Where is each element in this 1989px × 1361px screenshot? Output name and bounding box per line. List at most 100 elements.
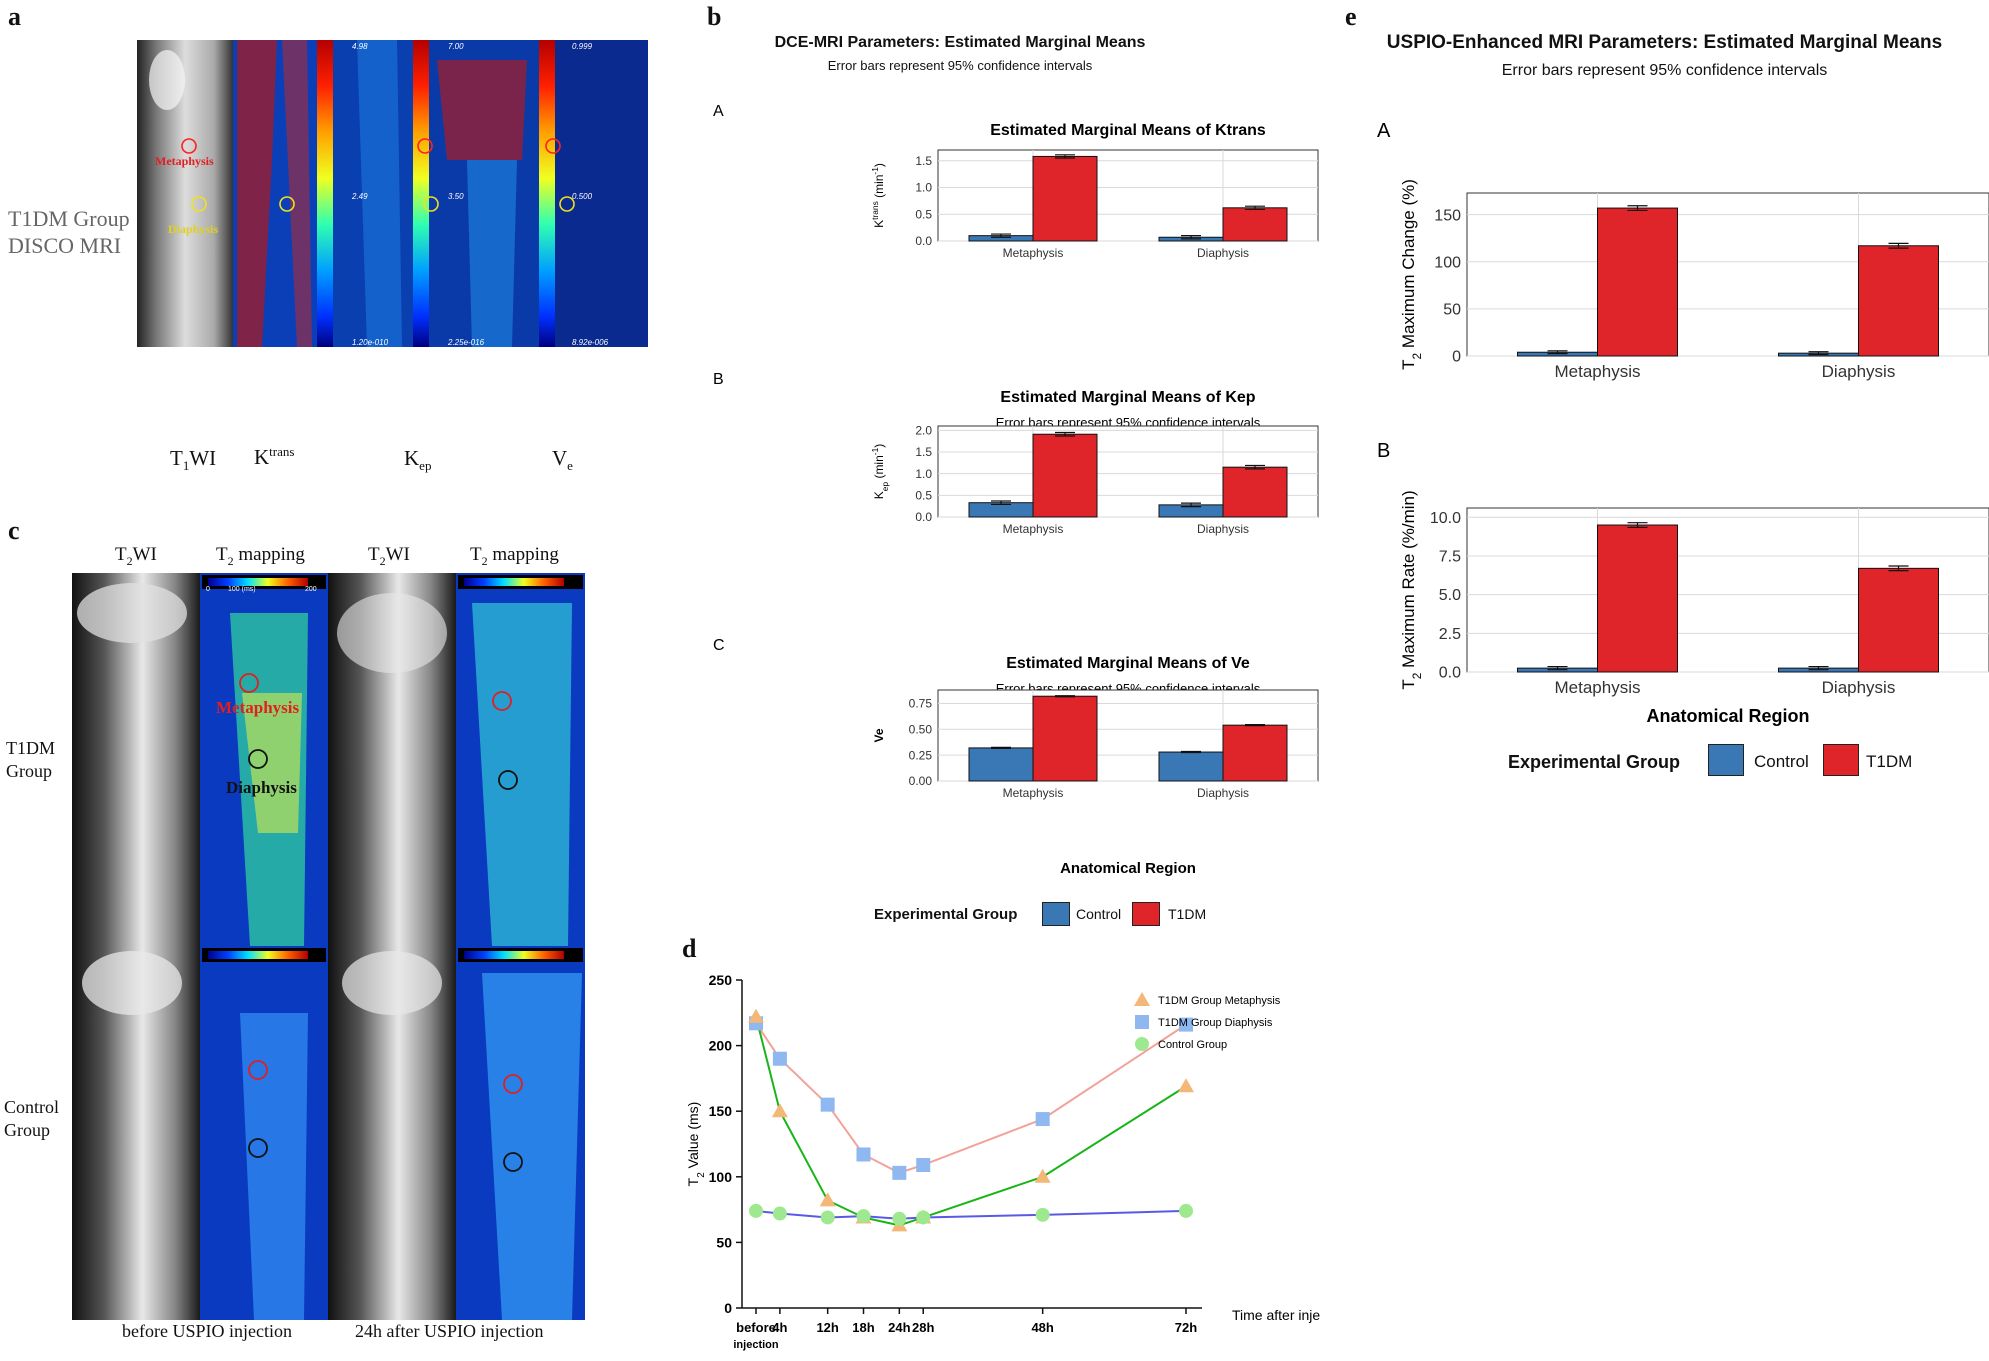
bar-t1dm-metaphysis [1032, 433, 1098, 518]
roi-metaphysis-label: Metaphysis [155, 154, 214, 168]
error-bar [1627, 522, 1648, 528]
panel-b-subtitle: Error bars represent 95% confidence inte… [827, 58, 1093, 73]
x-tick-label: Metaphysis [1555, 678, 1641, 697]
x-axis-label: Time after injection [1232, 1307, 1320, 1323]
bar-t1dm-metaphysis [1032, 155, 1098, 242]
error-bar [1888, 565, 1909, 572]
legend-t1dm-label: T1DM [1168, 906, 1207, 922]
error-bar [991, 500, 1011, 506]
panel-c-mri-grid [72, 573, 585, 1320]
panel-letter-b-B: B [713, 371, 724, 388]
row-label-t1dm: T1DM Group [6, 738, 55, 781]
bar-t1dm-diaphysis [1858, 245, 1939, 357]
y-tick-label: 250 [709, 972, 733, 988]
error-bar [1181, 502, 1201, 508]
x-axis-title: Anatomical Region [1060, 860, 1196, 877]
x-tick-label: Metaphysis [1003, 522, 1064, 536]
caption-t1wi: T1WI [170, 446, 217, 474]
chart-title-b-C: Estimated Marginal Means of Ve [1006, 655, 1250, 672]
y-tick-label: 150 [709, 1103, 733, 1119]
legend-item: T1DM Group Diaphysis [1135, 1015, 1273, 1029]
svg-text:T1DM Group Diaphysis: T1DM Group Diaphysis [1158, 1017, 1273, 1029]
kep-colorbar [413, 40, 429, 347]
error-bar [991, 746, 1011, 750]
series-line-0 [755, 1016, 1187, 1227]
error-bar [1808, 351, 1829, 356]
point-circle [772, 1206, 787, 1221]
point-triangle [748, 1008, 764, 1023]
y-axis-label: T2 Value (ms) [685, 1102, 707, 1187]
bar-t1dm-diaphysis [1222, 207, 1288, 242]
legend-item: Control Group [1135, 1037, 1227, 1051]
y-tick-label: 0.25 [909, 748, 933, 762]
point-triangle [1178, 1078, 1194, 1093]
y-tick-label: 0.50 [909, 722, 933, 736]
point-circle [1035, 1207, 1050, 1222]
y-tick-label: 200 [709, 1038, 733, 1054]
error-bar [1627, 205, 1648, 212]
y-tick-label: 1.0 [915, 181, 932, 195]
point-circle [749, 1203, 763, 1218]
ktrans-scale-min: 1.20e-010 [352, 338, 389, 347]
error-bar [1245, 724, 1265, 727]
y-tick-label: 5.0 [1439, 587, 1461, 604]
t2-colorbar-min: 0 [206, 586, 210, 593]
e-legend-control-label: Control [1754, 752, 1809, 771]
x-tick-label: Diaphysis [1822, 678, 1896, 697]
error-bar [1808, 665, 1829, 671]
y-tick-label: 1.5 [915, 154, 932, 168]
x-tick-label: 28h [912, 1320, 934, 1335]
panel-letter-e-A: A [1377, 120, 1391, 142]
error-bar [1055, 431, 1075, 437]
y-tick-label: 0.5 [915, 489, 932, 503]
error-bar [1055, 154, 1075, 159]
bar-t1dm-diaphysis [1222, 466, 1288, 518]
point-triangle [1034, 1168, 1051, 1183]
kep-scale-mid: 3.50 [448, 192, 464, 201]
y-tick-label: 0 [1452, 349, 1461, 366]
panel-e-subtitle: Error bars represent 95% confidence inte… [1501, 62, 1828, 79]
c-roi-diaphysis-label: Diaphysis [226, 778, 297, 797]
y-tick-label: 100 [709, 1169, 733, 1185]
kep-scale-max: 7.00 [448, 42, 464, 51]
caption-kep: Kep [404, 446, 432, 474]
caption-ktrans: Ktrans [254, 444, 295, 469]
point-square [1179, 1017, 1193, 1032]
series-line-2 [755, 1209, 1187, 1220]
t2-colorbar-mid: 100 (ms) [228, 586, 256, 593]
x-tick-label: Metaphysis [1003, 246, 1064, 260]
y-tick-label: 2.0 [915, 424, 932, 438]
roi-diaphysis-label: Diaphysis [168, 222, 219, 236]
panel-letter-b-C: C [713, 637, 725, 654]
panel-b-title: DCE-MRI Parameters: Estimated Marginal M… [774, 34, 1146, 51]
chart-title-b-B: Estimated Marginal Means of Kep [1000, 389, 1255, 406]
error-bar [1547, 350, 1568, 355]
c-roi-metaphysis-label: Metaphysis [216, 698, 300, 717]
point-circle [856, 1209, 871, 1224]
panel-label-b: b [707, 2, 722, 31]
point-square [820, 1097, 835, 1112]
x-tick-label: Metaphysis [1555, 362, 1641, 381]
y-tick-label: 0.75 [909, 697, 933, 711]
x-tick-label: Diaphysis [1197, 786, 1249, 800]
panel-letter-b-A: A [713, 103, 724, 120]
panel-e-title: USPIO-Enhanced MRI Parameters: Estimated… [1386, 32, 1943, 53]
error-bar [1547, 665, 1568, 671]
row-label-control: Control Group [4, 1097, 60, 1140]
caption-ve: Ve [552, 446, 573, 474]
ve-colorbar [539, 40, 555, 347]
panel-letter-e-B: B [1377, 440, 1390, 462]
bar-control-metaphysis [968, 747, 1034, 782]
error-bar [991, 233, 1011, 238]
ktrans-scale-mid: 2.49 [352, 192, 368, 201]
col-header-t2wi-1: T2WI [115, 544, 157, 568]
bar-control-diaphysis [1158, 751, 1224, 782]
y-tick-label: 10.0 [1430, 510, 1461, 527]
bar-t1dm-metaphysis [1597, 207, 1678, 357]
y-tick-label: 0 [724, 1300, 732, 1316]
x-tick-label: 4h [772, 1320, 787, 1335]
ve-scale-mid: 0.500 [572, 192, 593, 201]
error-bar [1181, 750, 1201, 754]
legend-item: T1DM Group Metaphysis [1134, 992, 1281, 1007]
panel-label-d: d [682, 934, 697, 963]
